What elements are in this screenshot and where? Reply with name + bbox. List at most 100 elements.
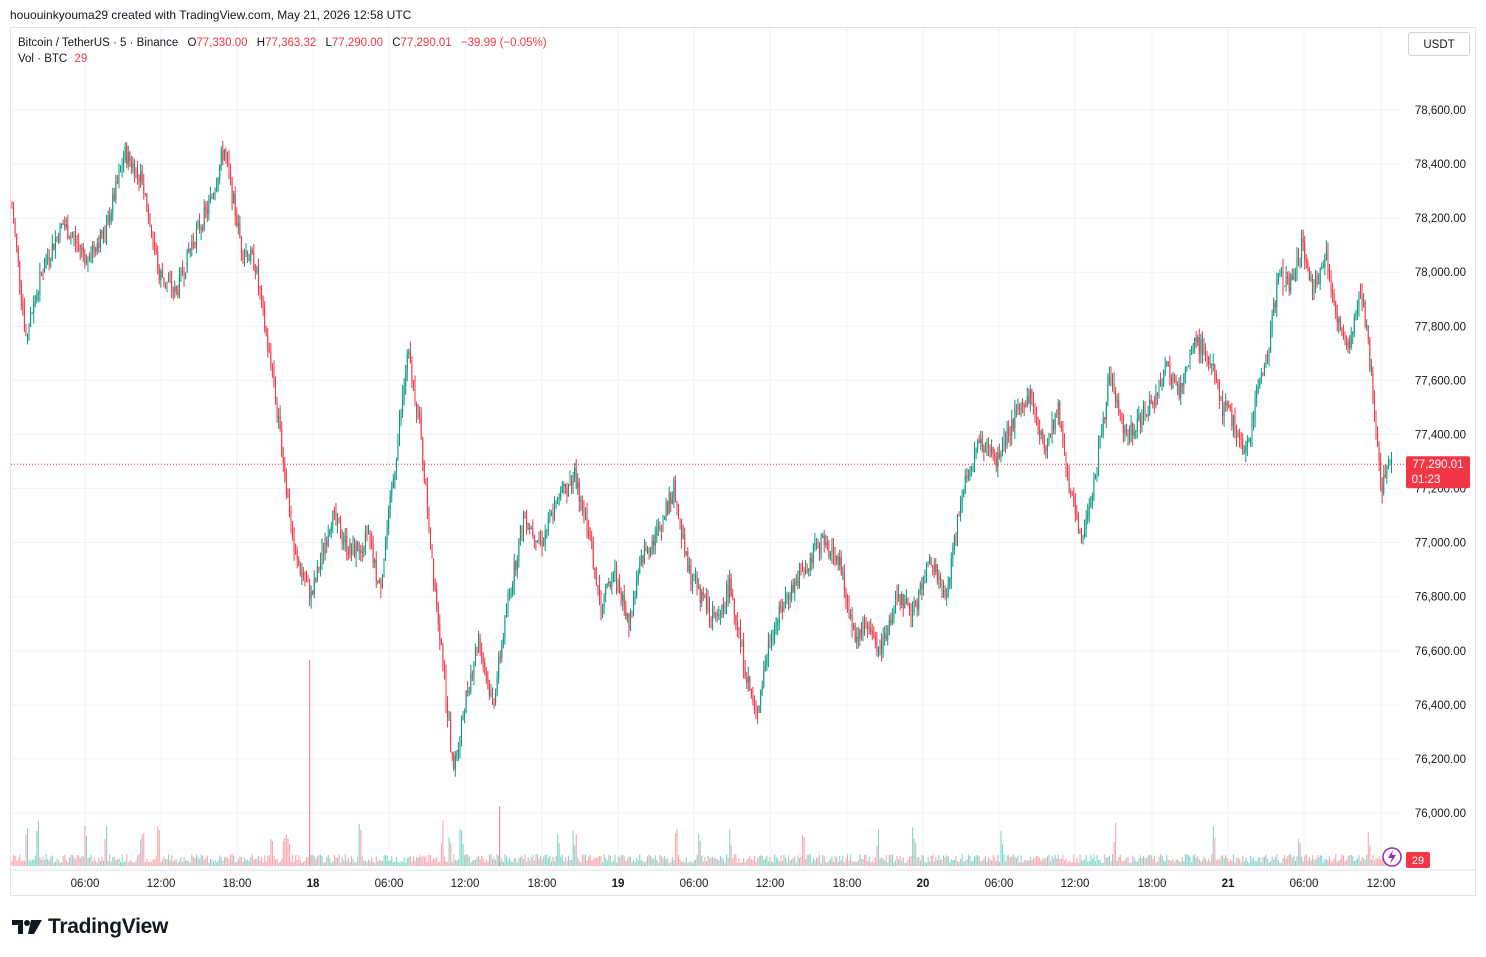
volume-bar — [833, 861, 835, 866]
candle-body — [340, 523, 342, 538]
candle-body — [922, 577, 924, 590]
candle-body — [363, 548, 365, 553]
volume-bar — [261, 856, 263, 866]
volume-bar — [1116, 860, 1118, 866]
chart-frame[interactable] — [10, 27, 1476, 896]
volume-bar — [724, 862, 726, 866]
candle-body — [394, 471, 396, 480]
volume-bar — [1023, 859, 1025, 866]
volume-bar — [995, 860, 997, 866]
volume-bar — [1225, 855, 1227, 866]
volume-bar — [230, 854, 232, 866]
volume-bar — [1067, 862, 1069, 866]
candle-body — [1163, 372, 1165, 385]
x-tick-label: 06:00 — [375, 878, 404, 890]
candle-body — [671, 497, 673, 505]
symbol-label[interactable]: Bitcoin / TetherUS · 5 · Binance — [18, 37, 179, 49]
volume-bar — [307, 857, 309, 866]
candle-body — [355, 542, 357, 557]
candle-body — [904, 603, 906, 608]
candle-body — [977, 440, 979, 449]
volume-bar — [755, 862, 757, 866]
candle-body — [1282, 267, 1284, 286]
candle-body — [1090, 502, 1092, 507]
volume-bar — [1101, 862, 1103, 866]
volume-bar — [293, 861, 295, 866]
volume-bar — [484, 862, 486, 866]
candle-body — [843, 572, 845, 590]
candle-body — [1350, 334, 1352, 349]
volume-bar — [239, 856, 241, 866]
candle-body — [68, 238, 70, 240]
candle-body — [654, 534, 656, 546]
currency-button[interactable]: USDT — [1408, 32, 1470, 56]
candle-body — [405, 372, 407, 387]
candle-body — [474, 648, 476, 665]
y-tick-label: 78,000.00 — [1415, 267, 1466, 279]
candle-body — [1270, 329, 1272, 353]
volume-bar — [127, 862, 129, 866]
volume-bar — [848, 860, 850, 866]
candle-body — [1161, 384, 1163, 386]
volume-bar — [209, 858, 211, 866]
candle-body — [205, 207, 207, 210]
brand-name: TradingView — [48, 915, 169, 938]
volume-bar — [828, 861, 830, 866]
volume-bar — [126, 854, 128, 866]
volume-bar — [406, 858, 408, 866]
volume-bar — [237, 858, 239, 866]
volume-bar — [178, 860, 180, 866]
candle-body — [1048, 434, 1050, 445]
candle-body — [485, 668, 487, 677]
candle-body — [978, 440, 980, 443]
volume-bar — [648, 854, 650, 866]
volume-bar — [864, 854, 866, 866]
volume-bar — [175, 859, 177, 866]
volume-bar — [678, 855, 680, 866]
candle-body — [693, 576, 695, 581]
candle-body — [929, 557, 931, 565]
volume-bar — [795, 862, 797, 866]
volume-bar — [1205, 859, 1207, 866]
volume-bar — [1135, 860, 1137, 866]
volume-bar — [1197, 856, 1199, 866]
candle-body — [1206, 355, 1208, 357]
candle-body — [273, 370, 275, 384]
candle-body — [1285, 276, 1287, 286]
volume-bar — [1364, 860, 1366, 866]
volume-bar — [619, 857, 621, 866]
volume-bar — [566, 860, 568, 866]
candle-body — [1279, 270, 1281, 274]
volume-label[interactable]: Vol · BTC — [18, 53, 68, 65]
candle-body — [555, 500, 557, 505]
volume-bar — [870, 862, 872, 866]
volume-bar — [220, 857, 222, 866]
volume-bar — [1118, 857, 1120, 866]
volume-bar — [981, 860, 983, 866]
volume-bar — [690, 861, 692, 866]
volume-bar — [856, 861, 858, 866]
candle-body — [1384, 474, 1386, 478]
volume-bar — [969, 855, 971, 866]
candle-body — [354, 544, 356, 557]
volume-bar — [1015, 858, 1017, 866]
volume-bar — [27, 828, 29, 866]
candle-body — [884, 633, 886, 638]
candle-body — [1327, 250, 1329, 275]
candle-body — [1208, 356, 1210, 365]
candle-body — [877, 648, 879, 652]
volume-bar — [253, 859, 255, 866]
tradingview-brand[interactable]: TradingView — [12, 915, 168, 939]
candle-body — [792, 584, 794, 592]
candle-body — [33, 302, 35, 314]
volume-bar — [191, 854, 193, 866]
candle-body — [1022, 403, 1024, 405]
candle-body — [146, 193, 148, 210]
candle-body — [133, 164, 135, 178]
volume-bar — [977, 855, 979, 866]
volume-bar — [1287, 856, 1289, 866]
volume-bar — [1350, 854, 1352, 866]
candle-body — [453, 754, 455, 769]
candle-body — [37, 293, 39, 295]
